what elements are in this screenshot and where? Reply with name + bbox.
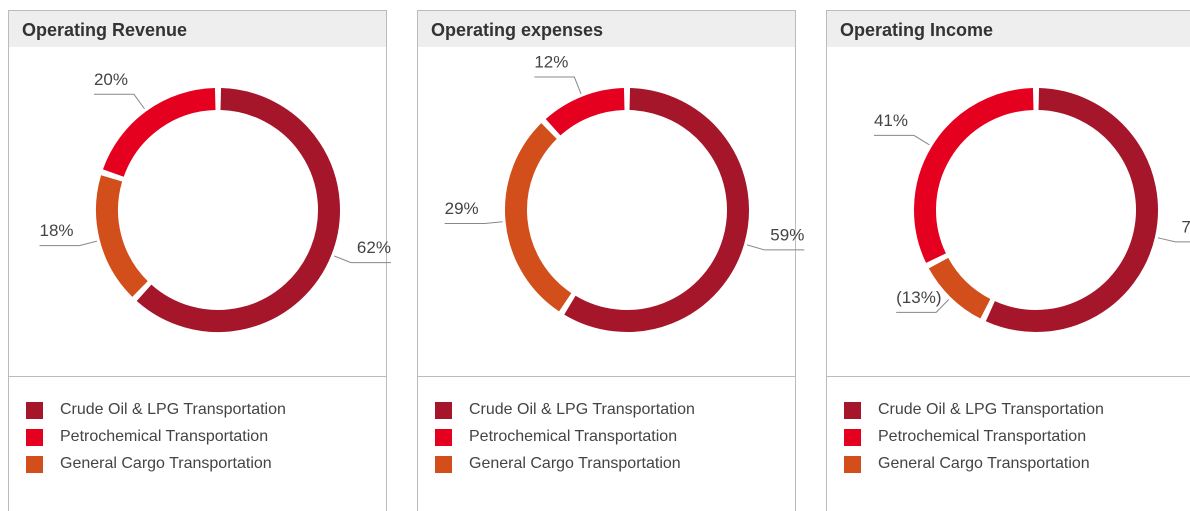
- legend-label: Petrochemical Transportation: [878, 428, 1086, 445]
- legend-label: General Cargo Transportation: [60, 455, 272, 472]
- value-label: 41%: [874, 111, 908, 130]
- donut-segment: [564, 88, 749, 332]
- panel-header: [827, 11, 1190, 47]
- leader-line: [746, 244, 805, 251]
- donut-segment: [102, 88, 216, 177]
- legend-swatch: [844, 429, 861, 446]
- panel-title: Operating Revenue: [22, 20, 187, 40]
- legend-label: Crude Oil & LPG Transportation: [60, 401, 286, 418]
- donut-segment: [914, 88, 1034, 263]
- value-label: 59%: [770, 225, 804, 244]
- legend-label: General Cargo Transportation: [878, 455, 1090, 472]
- value-label: 12%: [534, 53, 568, 72]
- leader-line: [1157, 237, 1190, 243]
- legend-label: Petrochemical Transportation: [469, 428, 677, 445]
- leader-line: [873, 134, 930, 146]
- legend-swatch: [26, 456, 43, 473]
- value-label: 62%: [357, 238, 391, 257]
- legend-swatch: [844, 456, 861, 473]
- leader-line: [444, 221, 503, 224]
- leader-line: [39, 240, 98, 247]
- donut-segment: [136, 88, 340, 332]
- legend-label: Crude Oil & LPG Transportation: [878, 401, 1104, 418]
- legend-swatch: [26, 402, 43, 419]
- donut-segment: [985, 88, 1158, 332]
- leader-line: [93, 93, 145, 110]
- value-label: 20%: [94, 70, 128, 89]
- value-label: 72%: [1181, 217, 1190, 236]
- legend-label: Petrochemical Transportation: [60, 428, 268, 445]
- value-label: 18%: [39, 221, 73, 240]
- value-label: (13%): [896, 288, 941, 307]
- donut-segment: [928, 257, 991, 319]
- value-label: 29%: [445, 199, 479, 218]
- leader-line: [334, 255, 391, 264]
- leader-line: [534, 76, 582, 94]
- panel-header: [9, 11, 386, 47]
- legend-swatch: [26, 429, 43, 446]
- legend-swatch: [435, 456, 452, 473]
- panel-header: [418, 11, 795, 47]
- donut-segment: [96, 175, 148, 297]
- donut-segment: [505, 123, 572, 312]
- legend-label: General Cargo Transportation: [469, 455, 681, 472]
- leader-line: [896, 299, 950, 313]
- donut-segment: [545, 88, 625, 136]
- legend-swatch: [435, 402, 452, 419]
- legend-swatch: [844, 402, 861, 419]
- legend-label: Crude Oil & LPG Transportation: [469, 401, 695, 418]
- panel-title: Operating expenses: [431, 20, 603, 40]
- legend-swatch: [435, 429, 452, 446]
- panel-title: Operating Income: [840, 20, 993, 40]
